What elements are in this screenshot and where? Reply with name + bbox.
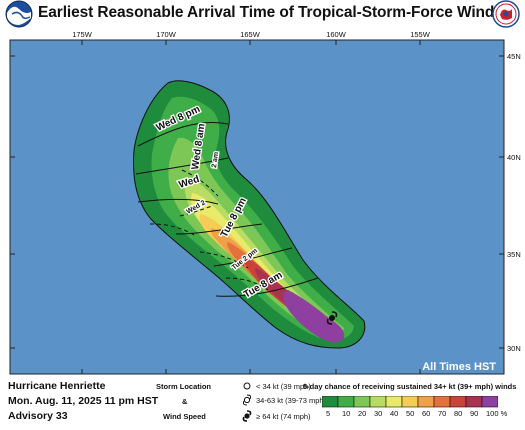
time-zone-note: All Times HST	[422, 361, 496, 373]
scale-label: 60	[422, 409, 431, 418]
tropical-storm-symbol-icon	[242, 394, 252, 406]
prob-band-100	[283, 290, 345, 343]
noaa-logo	[5, 0, 33, 28]
hurricane-symbol-icon	[326, 311, 338, 325]
scale-swatch	[322, 396, 339, 408]
isochrone-wed	[137, 198, 219, 205]
isochrone-wed-8am	[135, 157, 229, 175]
ampersand-label: &	[182, 397, 188, 406]
map-frame	[9, 39, 505, 375]
isochrone-tue-8pm-dash	[149, 223, 197, 237]
scale-swatch	[433, 396, 451, 408]
symbol-label-hurricane: ≥ 64 kt (74 mph)	[256, 412, 311, 421]
advisory-number: Advisory 33	[8, 410, 68, 422]
isochrone-wed-2	[179, 205, 213, 217]
scale-title: 5-day chance of receiving sustained 34+ …	[303, 382, 517, 391]
isochrone-tue-2pm	[213, 247, 293, 267]
lat-label-40n: 40N	[507, 153, 521, 162]
nws-logo	[492, 0, 520, 28]
graticule-ticks	[10, 40, 504, 374]
header: Earliest Reasonable Arrival Time of Trop…	[0, 0, 525, 28]
scale-swatch	[449, 396, 467, 408]
lon-label-165w: 165W	[240, 30, 261, 39]
isochrone-wed-8pm	[137, 121, 229, 147]
advisory-datetime: Mon. Aug. 11, 2025 11 pm HST	[8, 395, 159, 407]
probability-map: 175W 170W 165W 160W 155W 45N 40N 35N 30N…	[9, 30, 521, 375]
probability-scale	[322, 396, 498, 408]
storm-symbol-icons	[242, 382, 252, 422]
scale-swatch	[465, 396, 483, 408]
lon-label-155w: 155W	[410, 30, 431, 39]
lon-label-175w: 175W	[72, 30, 93, 39]
scale-swatch	[401, 396, 419, 408]
footer-info: Hurricane Henriette Mon. Aug. 11, 2025 1…	[0, 378, 525, 430]
isochrone-tue-8pm	[175, 223, 263, 235]
lon-label-160w: 160W	[326, 30, 347, 39]
lat-label-30n: 30N	[507, 344, 521, 353]
scale-label: 30	[374, 409, 383, 418]
scale-swatch	[385, 396, 403, 408]
isochrone-tue-8am	[215, 277, 319, 297]
scale-label: 50	[406, 409, 415, 418]
map-title: Earliest Reasonable Arrival Time of Trop…	[38, 4, 503, 21]
scale-swatch	[369, 396, 387, 408]
scale-label: 40	[390, 409, 399, 418]
scale-label: 10	[342, 409, 351, 418]
wind-speed-label: Wind Speed	[163, 412, 206, 421]
lon-label-170w: 170W	[156, 30, 177, 39]
storm-name: Hurricane Henriette	[8, 380, 106, 392]
scale-label: 80	[454, 409, 463, 418]
scale-swatch	[481, 396, 498, 408]
low-symbol-icon	[243, 382, 251, 390]
scale-label: 90	[470, 409, 479, 418]
scale-swatch	[353, 396, 371, 408]
hurricane-legend-symbol-icon	[242, 410, 252, 422]
scale-swatch	[337, 396, 355, 408]
lat-label-45n: 45N	[507, 52, 521, 61]
label-2am: 2 am	[211, 151, 220, 168]
scale-swatch	[417, 396, 435, 408]
prob-band-20	[168, 137, 344, 336]
scale-label: 70	[438, 409, 447, 418]
scale-label: 100 %	[486, 409, 508, 418]
scale-label: 5	[326, 409, 331, 418]
symbol-label-ts: 34-63 kt (39-73 mph)	[256, 396, 327, 405]
isochrone-tue-8am-dash	[225, 277, 269, 291]
prob-band-40	[191, 193, 336, 333]
arrival-time-lines	[135, 121, 319, 297]
scale-label: 20	[358, 409, 367, 418]
scale-labels: 5 10 20 30 40 50 60 70 80 90 100 %	[322, 409, 512, 421]
lat-label-35n: 35N	[507, 250, 521, 259]
storm-location-label: Storm Location	[156, 382, 212, 391]
symbol-label-low: < 34 kt (39 mph)	[256, 382, 311, 391]
